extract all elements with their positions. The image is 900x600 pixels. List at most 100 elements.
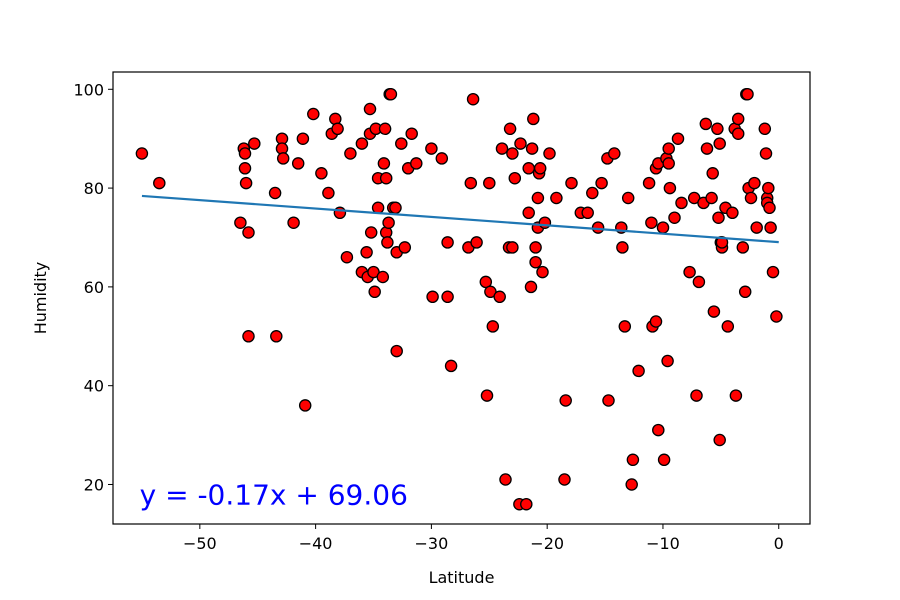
data-point — [626, 453, 640, 467]
data-point — [762, 181, 775, 195]
data-point — [536, 265, 549, 279]
data-point — [444, 359, 458, 373]
data-point — [525, 142, 539, 155]
data-point — [595, 176, 608, 190]
data-point — [656, 221, 670, 234]
data-point — [368, 285, 381, 299]
data-point — [565, 176, 578, 190]
x-tick-label: 0 — [774, 534, 784, 553]
data-point — [287, 216, 300, 229]
data-point — [661, 354, 674, 368]
data-point — [731, 112, 745, 126]
data-point — [738, 285, 752, 299]
data-point — [238, 147, 252, 160]
data-point — [649, 315, 663, 328]
data-point — [731, 127, 745, 140]
data-point — [390, 344, 403, 358]
data-point — [331, 122, 344, 136]
data-point — [618, 320, 632, 333]
data-point — [692, 275, 706, 289]
data-point — [379, 171, 393, 185]
data-point — [425, 142, 438, 155]
plot-area-background — [113, 72, 810, 524]
data-point — [764, 221, 777, 234]
y-axis: 20 40 60 80 100 — [73, 80, 113, 494]
data-point — [298, 399, 312, 412]
data-point — [470, 236, 483, 249]
data-point — [410, 157, 423, 170]
data-point — [699, 117, 713, 131]
data-point — [276, 152, 290, 165]
data-point — [763, 201, 776, 215]
data-point — [759, 147, 773, 160]
data-point — [398, 241, 412, 254]
data-point — [602, 394, 615, 407]
data-point — [550, 191, 563, 205]
data-point — [705, 191, 718, 205]
data-point — [495, 142, 509, 155]
data-point — [522, 206, 535, 220]
data-points — [135, 87, 783, 511]
data-point — [464, 176, 478, 190]
data-point — [581, 206, 594, 220]
data-point — [268, 186, 282, 200]
data-point — [493, 290, 506, 304]
data-point — [522, 162, 535, 175]
data-point — [479, 275, 493, 289]
data-point — [322, 186, 335, 200]
data-point — [741, 87, 754, 101]
data-point — [591, 221, 605, 234]
data-point — [248, 137, 261, 150]
data-point — [499, 473, 512, 486]
data-point — [524, 280, 538, 294]
regression-equation: y = -0.17x + 69.06 — [140, 478, 408, 511]
data-point — [748, 176, 761, 190]
x-tick-label: −30 — [415, 534, 449, 553]
data-point — [713, 433, 726, 447]
data-point — [700, 142, 714, 155]
data-point — [712, 211, 725, 224]
data-point — [642, 176, 656, 190]
data-point — [668, 211, 681, 224]
data-point — [506, 241, 519, 254]
data-point — [291, 157, 305, 170]
data-point — [378, 122, 392, 136]
data-point — [721, 320, 735, 333]
data-point — [662, 142, 675, 155]
data-point — [616, 241, 629, 254]
data-point — [506, 147, 519, 160]
data-point — [766, 265, 780, 279]
y-axis-title: Humidity — [31, 262, 50, 335]
x-tick-label: −50 — [183, 534, 217, 553]
y-tick-label: 60 — [84, 278, 104, 297]
data-point — [508, 171, 522, 185]
data-point — [531, 191, 545, 205]
data-point — [355, 137, 369, 150]
data-point — [270, 330, 283, 343]
data-point — [503, 122, 517, 136]
data-point — [363, 102, 377, 116]
y-tick-label: 20 — [84, 475, 104, 494]
data-point — [715, 236, 729, 249]
data-point — [153, 176, 166, 190]
data-point — [713, 137, 726, 150]
data-point — [242, 330, 255, 343]
data-point — [480, 389, 494, 402]
data-point — [671, 132, 685, 145]
data-point — [466, 92, 480, 106]
data-point — [435, 152, 449, 165]
data-point — [333, 206, 347, 220]
data-point — [441, 290, 454, 304]
x-axis: −50 −40 −30 −20 −10 0 — [183, 524, 784, 553]
data-point — [652, 423, 665, 437]
data-point — [632, 364, 645, 378]
x-tick-label: −40 — [299, 534, 333, 553]
x-tick-label: −20 — [530, 534, 564, 553]
data-point — [608, 147, 621, 160]
data-point — [514, 137, 527, 150]
data-point — [364, 226, 378, 239]
data-point — [238, 162, 252, 175]
data-point — [657, 453, 671, 467]
data-point — [376, 270, 390, 284]
